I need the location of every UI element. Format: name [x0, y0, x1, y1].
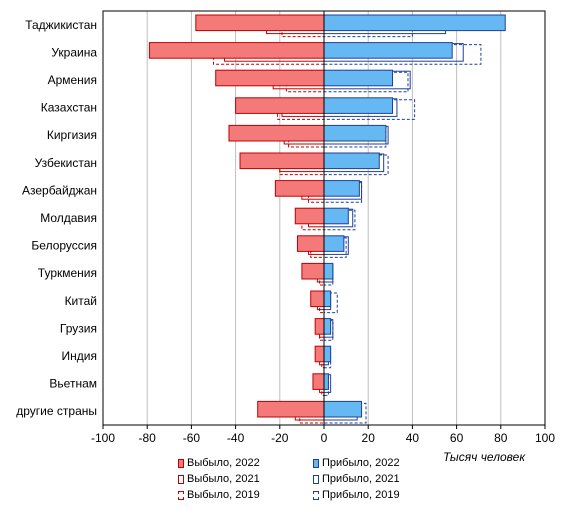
legend-swatch-in-2021	[313, 474, 319, 484]
bar-out-12-0	[314, 345, 325, 363]
legend-label: Выбыло, 2021	[187, 473, 260, 485]
bar-in-14-3	[323, 400, 363, 418]
bar-in-8-3	[323, 235, 345, 252]
category-label: Таджикистан	[25, 18, 97, 32]
legend-item-out-2019: Выбыло, 2019	[178, 488, 260, 502]
bar-in-6-3	[323, 180, 360, 197]
bar-out-6-0	[274, 180, 325, 197]
category-label: Казахстан	[41, 101, 97, 115]
x-tick-label: 60	[450, 431, 464, 445]
x-tick-label: 80	[494, 431, 508, 445]
bar-in-11-3	[323, 318, 332, 335]
legend-swatch-out-2021	[178, 474, 184, 484]
x-tick-label: -20	[271, 431, 289, 445]
x-tick-label: -100	[91, 431, 115, 445]
legend-swatch-out-2019	[178, 490, 184, 500]
legend-swatch-in-2022	[313, 458, 319, 468]
chart-legend: Выбыло, 2022 Выбыло, 2021 Выбыло, 2019 П…	[178, 456, 478, 504]
category-label: Вьетнам	[49, 377, 97, 391]
bar-in-1-5	[323, 44, 482, 65]
bar-out-4-0	[228, 124, 325, 142]
bar-in-3-3	[323, 97, 394, 114]
x-tick-label: 20	[362, 431, 376, 445]
bar-in-9-3	[323, 262, 334, 280]
legend-label: Прибыло, 2019	[322, 489, 400, 501]
bar-out-3-0	[235, 97, 325, 114]
x-axis-label: Тысяч человек	[443, 450, 525, 464]
category-label: Китай	[65, 294, 97, 308]
x-tick-label: -40	[227, 431, 245, 445]
bar-out-9-0	[301, 262, 325, 280]
bar-in-13-3	[323, 373, 329, 390]
legend-label: Выбыло, 2022	[187, 457, 260, 469]
category-label: другие страны	[16, 404, 97, 418]
category-label: Грузия	[60, 321, 97, 335]
legend-swatch-in-2019	[313, 490, 319, 500]
bar-in-5-3	[323, 152, 380, 170]
category-label: Азербайджан	[22, 183, 97, 197]
bar-out-11-0	[314, 318, 325, 335]
bar-in-4-3	[323, 124, 387, 142]
legend-item-in-2019: Прибыло, 2019	[313, 488, 400, 502]
bar-in-0-3	[323, 14, 506, 32]
bar-out-8-0	[296, 235, 325, 252]
bar-out-13-0	[312, 373, 325, 390]
category-label: Армения	[48, 73, 97, 87]
bar-in-6-5	[323, 182, 363, 203]
x-tick-label: -80	[139, 431, 157, 445]
bar-out-14-0	[257, 400, 325, 418]
category-label: Узбекистан	[35, 156, 97, 170]
bar-out-2-0	[215, 69, 325, 87]
bar-in-1-3	[323, 42, 453, 59]
legend-label: Выбыло, 2019	[187, 489, 260, 501]
category-label: Украина	[51, 45, 97, 59]
category-label: Белоруссия	[31, 239, 97, 253]
bar-in-12-3	[323, 345, 332, 363]
legend-item-out-2021: Выбыло, 2021	[178, 472, 260, 486]
x-tick-label: -60	[183, 431, 201, 445]
bar-out-0-0	[195, 14, 325, 32]
bar-out-7-0	[294, 207, 325, 225]
x-tick-label: 0	[321, 431, 328, 445]
category-label: Молдавия	[40, 211, 97, 225]
legend-swatch-out-2022	[178, 458, 184, 468]
bar-out-1-0	[148, 42, 325, 59]
category-label: Киргизия	[47, 128, 97, 142]
bar-out-10-0	[310, 290, 325, 308]
category-label: Индия	[62, 349, 97, 363]
legend-item-in-2021: Прибыло, 2021	[313, 472, 400, 486]
bar-in-7-3	[323, 207, 349, 225]
legend-label: Прибыло, 2021	[322, 473, 400, 485]
legend-item-out-2022: Выбыло, 2022	[178, 456, 260, 470]
bar-out-5-0	[239, 152, 325, 170]
x-tick-label: 40	[406, 431, 420, 445]
bar-in-2-3	[323, 69, 394, 87]
category-label: Туркмения	[38, 266, 97, 280]
bar-in-10-3	[323, 290, 332, 308]
x-tick-label: 100	[535, 431, 555, 445]
legend-label: Прибыло, 2022	[322, 457, 400, 469]
legend-item-in-2022: Прибыло, 2022	[313, 456, 400, 470]
